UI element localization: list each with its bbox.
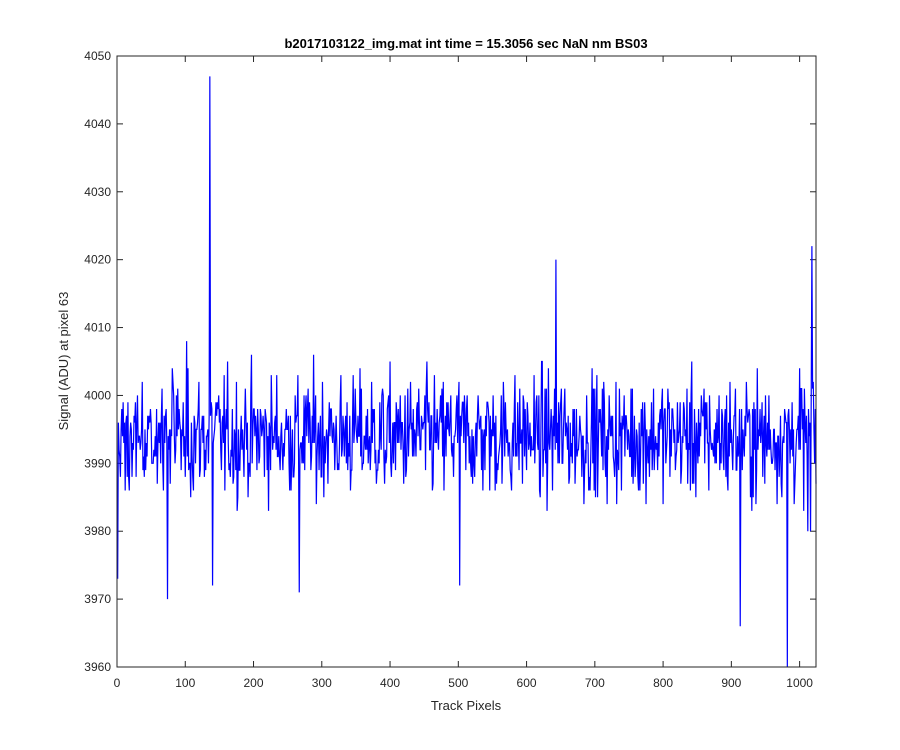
x-tick-label: 600 — [517, 676, 537, 690]
x-tick-label: 900 — [721, 676, 741, 690]
y-tick-label: 3990 — [84, 456, 111, 470]
x-tick-label: 400 — [380, 676, 400, 690]
plot-area — [117, 56, 816, 667]
y-tick-label: 3970 — [84, 592, 111, 606]
x-tick-label: 100 — [175, 676, 195, 690]
y-tick-label: 3960 — [84, 660, 111, 674]
axis-ticks: 0 100 200 300 400 500 600 700 800 900 1000 3960 3970… — [84, 49, 816, 690]
x-tick-label: 300 — [312, 676, 332, 690]
y-tick-label: 4020 — [84, 253, 111, 267]
y-tick-label: 4010 — [84, 321, 111, 335]
x-tick-label: 200 — [244, 676, 264, 690]
x-tick-label: 1000 — [786, 676, 813, 690]
y-tick-label: 4040 — [84, 117, 111, 131]
plot-frame — [116, 55, 817, 668]
x-axis-title: Track Pixels — [431, 698, 502, 713]
x-tick-label: 700 — [585, 676, 605, 690]
signal-line — [117, 76, 817, 668]
x-tick-label: 500 — [448, 676, 468, 690]
series-layer — [117, 76, 817, 668]
x-tick-label: 0 — [114, 676, 121, 690]
y-tick-label: 3980 — [84, 524, 111, 538]
y-axis-title: Signal (ADU) at pixel 63 — [56, 292, 71, 431]
x-tick-label: 800 — [653, 676, 673, 690]
chart-title: b2017103122_img.mat int time = 15.3056 s… — [284, 36, 647, 51]
y-tick-label: 4050 — [84, 49, 111, 63]
y-tick-label: 4030 — [84, 185, 111, 199]
y-tick-label: 4000 — [84, 388, 111, 402]
